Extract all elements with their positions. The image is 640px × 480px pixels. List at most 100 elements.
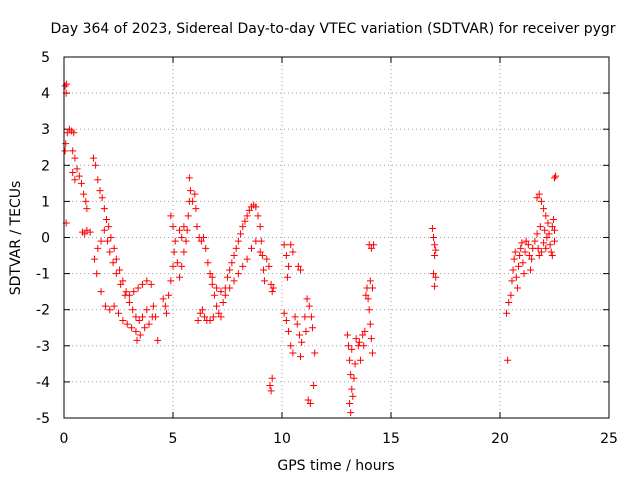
y-tick-label: 0 bbox=[41, 231, 50, 247]
data-point bbox=[106, 248, 114, 256]
data-point bbox=[71, 154, 79, 162]
data-point bbox=[533, 230, 541, 238]
x-axis-title: GPS time / hours bbox=[277, 458, 394, 474]
data-point bbox=[73, 165, 81, 173]
data-point bbox=[551, 226, 558, 234]
data-point bbox=[540, 205, 548, 213]
data-point bbox=[61, 82, 69, 90]
data-point bbox=[110, 244, 118, 252]
data-point bbox=[178, 234, 186, 241]
data-point bbox=[365, 306, 373, 314]
data-point bbox=[285, 262, 293, 270]
data-point bbox=[239, 223, 247, 231]
data-point bbox=[117, 280, 125, 288]
data-point bbox=[234, 270, 242, 278]
data-point bbox=[185, 174, 193, 182]
data-point bbox=[101, 302, 109, 310]
data-point bbox=[310, 382, 318, 390]
data-point bbox=[343, 331, 351, 339]
data-point bbox=[93, 270, 101, 278]
data-point bbox=[368, 349, 376, 357]
data-point bbox=[69, 169, 77, 177]
data-point bbox=[544, 219, 552, 227]
point-layer bbox=[61, 80, 560, 417]
data-point bbox=[208, 280, 216, 288]
data-point bbox=[535, 190, 543, 198]
data-point bbox=[551, 237, 558, 245]
data-point bbox=[98, 194, 106, 202]
y-tick-label: -5 bbox=[36, 411, 50, 427]
y-tick-label: 3 bbox=[41, 122, 50, 138]
data-point bbox=[364, 295, 372, 303]
data-point bbox=[293, 320, 301, 328]
data-point bbox=[301, 313, 309, 321]
data-point bbox=[350, 374, 358, 382]
data-point bbox=[256, 248, 264, 256]
data-point bbox=[183, 226, 191, 234]
data-point bbox=[167, 277, 175, 285]
data-point bbox=[234, 237, 242, 245]
data-point bbox=[106, 306, 114, 314]
data-point bbox=[522, 237, 530, 245]
data-point bbox=[206, 270, 214, 278]
data-point bbox=[123, 320, 131, 328]
data-point bbox=[70, 129, 78, 137]
data-point bbox=[261, 277, 269, 285]
data-point bbox=[103, 215, 111, 223]
data-point bbox=[367, 335, 375, 343]
data-point bbox=[180, 223, 188, 231]
data-point bbox=[282, 317, 290, 325]
data-point bbox=[521, 248, 529, 256]
data-point bbox=[536, 223, 544, 231]
data-point bbox=[206, 317, 214, 325]
data-point bbox=[356, 356, 364, 364]
data-point bbox=[210, 291, 218, 299]
data-point bbox=[178, 262, 186, 270]
y-tick-label: -3 bbox=[36, 339, 50, 355]
data-point bbox=[96, 187, 104, 195]
data-point bbox=[132, 313, 140, 321]
data-point bbox=[162, 309, 170, 317]
data-point bbox=[169, 262, 177, 270]
y-tick-label: 2 bbox=[41, 158, 50, 174]
data-point bbox=[533, 194, 541, 202]
data-point bbox=[192, 205, 200, 213]
data-point bbox=[243, 255, 251, 263]
data-point bbox=[143, 277, 151, 285]
data-point bbox=[268, 288, 276, 296]
data-point bbox=[268, 374, 276, 382]
data-point bbox=[69, 147, 77, 155]
data-point bbox=[298, 338, 306, 346]
data-point bbox=[173, 259, 181, 267]
data-point bbox=[107, 234, 115, 241]
data-point bbox=[346, 356, 354, 364]
data-point bbox=[112, 270, 120, 278]
data-point bbox=[431, 241, 439, 249]
data-point bbox=[241, 217, 249, 225]
y-tick-label: 1 bbox=[41, 194, 50, 210]
data-point bbox=[219, 298, 227, 306]
data-point bbox=[230, 277, 238, 285]
data-point bbox=[119, 277, 127, 285]
data-point bbox=[134, 284, 142, 292]
data-point bbox=[254, 212, 262, 220]
data-point bbox=[361, 327, 369, 335]
data-point bbox=[534, 244, 542, 252]
plot-frame bbox=[63, 56, 610, 419]
data-point bbox=[347, 409, 355, 417]
data-point bbox=[287, 342, 295, 350]
data-point bbox=[283, 273, 291, 281]
data-point bbox=[267, 387, 275, 395]
data-point bbox=[209, 313, 217, 321]
data-point bbox=[141, 324, 149, 332]
data-point bbox=[349, 392, 357, 400]
data-point bbox=[91, 255, 99, 263]
data-point bbox=[547, 248, 555, 256]
data-point bbox=[280, 309, 288, 317]
x-tick-label: 5 bbox=[169, 431, 178, 447]
data-point bbox=[258, 252, 266, 260]
data-point bbox=[224, 273, 231, 281]
data-point bbox=[83, 205, 91, 213]
data-point bbox=[170, 248, 178, 256]
